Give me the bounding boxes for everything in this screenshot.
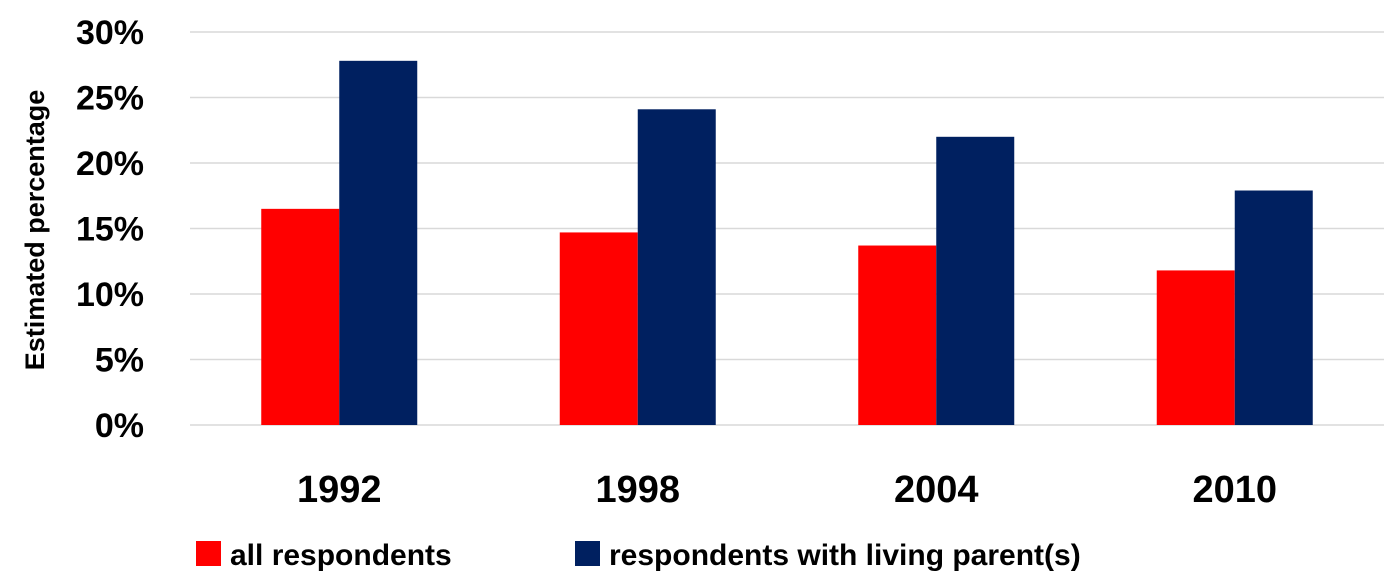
y-tick-label: 0% <box>95 407 144 445</box>
category-label: 1992 <box>297 469 382 511</box>
bar-all-respondents-2010 <box>1156 270 1235 425</box>
y-tick-label: 15% <box>76 211 144 249</box>
bar-living-parents-1992 <box>339 60 418 425</box>
y-tick-label: 25% <box>76 80 144 118</box>
legend-label: respondents with living parent(s) <box>609 539 1081 572</box>
legend: all respondents respondents with living p… <box>196 539 1081 572</box>
y-tick-labels: 0% 5% 10% 15% 20% 25% 30% <box>76 14 144 445</box>
legend-swatch <box>575 541 600 566</box>
legend-label: all respondents <box>230 539 452 572</box>
bar-living-parents-2004 <box>936 136 1015 426</box>
category-label: 1998 <box>595 469 680 511</box>
legend-swatch <box>196 541 221 566</box>
bar-living-parents-2010 <box>1234 190 1313 425</box>
category-labels: 1992 1998 2004 2010 <box>297 469 1277 511</box>
bar-living-parents-1998 <box>637 109 716 425</box>
bar-all-respondents-1998 <box>559 232 638 425</box>
bar-all-respondents-1992 <box>261 208 340 425</box>
bars <box>261 60 1313 426</box>
category-label: 2004 <box>894 469 979 511</box>
y-tick-label: 30% <box>76 14 144 52</box>
y-tick-label: 20% <box>76 145 144 183</box>
y-tick-label: 5% <box>95 342 144 380</box>
y-axis-title: Estimated percentage <box>20 90 50 371</box>
bar-all-respondents-2004 <box>858 245 937 425</box>
category-label: 2010 <box>1192 469 1277 511</box>
y-tick-label: 10% <box>76 276 144 314</box>
